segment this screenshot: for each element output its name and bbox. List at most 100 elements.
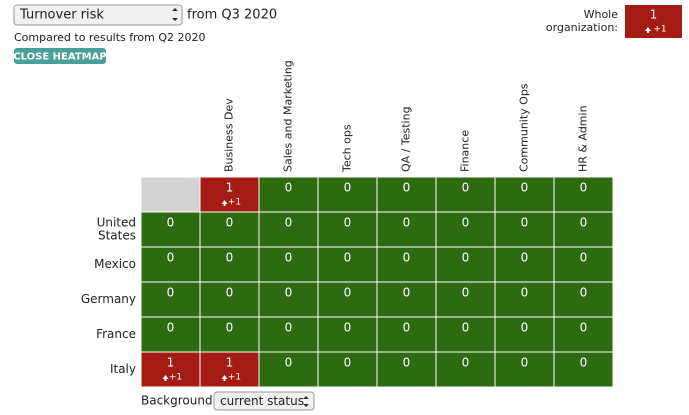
cell-value: 0 <box>226 286 234 300</box>
heatmap-cell <box>199 246 260 283</box>
heatmap-cell <box>258 211 319 248</box>
cell-value: 0 <box>403 251 411 265</box>
heatmap-cell <box>376 211 437 248</box>
metric-select[interactable] <box>13 4 183 26</box>
heatmap-cell <box>140 176 201 213</box>
cell-value: 0 <box>285 321 293 335</box>
close-heatmap-label: CLOSE HEATMAP <box>13 52 106 63</box>
cell-value: 0 <box>226 321 234 335</box>
cell-value: 0 <box>462 356 470 370</box>
heatmap-cell <box>435 176 496 213</box>
up-arrow <box>162 375 169 381</box>
cell-value: 0 <box>580 321 588 335</box>
heatmap-cell <box>435 351 496 388</box>
heatmap-cell <box>376 246 437 283</box>
heatmap-cell <box>553 211 614 248</box>
period: from Q3 2020 <box>187 8 277 23</box>
cell-value: 0 <box>462 321 470 335</box>
heatmap-cell <box>317 281 378 318</box>
select-arrows <box>303 396 309 407</box>
column-header: Tech ops <box>341 124 354 173</box>
heatmap-cell <box>494 351 555 388</box>
cell-value: 0 <box>521 216 529 230</box>
cell-value: 1 <box>226 181 234 195</box>
heatmap-cell <box>494 211 555 248</box>
compared: Compared to results from Q2 2020 <box>14 31 206 44</box>
cell-value: 0 <box>462 251 470 265</box>
cell-value: 0 <box>462 181 470 195</box>
up-arrow <box>221 375 228 381</box>
whole-value: 1 <box>650 8 658 22</box>
cell-value: 0 <box>521 286 529 300</box>
cell-value: 0 <box>580 356 588 370</box>
cell-value: 0 <box>344 251 352 265</box>
cell-value: 0 <box>580 251 588 265</box>
cell-value: 1 <box>167 356 175 370</box>
row-label: Mexico <box>94 257 136 271</box>
heatmap-cell <box>553 176 614 213</box>
row-label: States <box>98 229 136 243</box>
heatmap-cell <box>376 351 437 388</box>
cell-value: 0 <box>344 181 352 195</box>
cell-value: 0 <box>285 216 293 230</box>
cell-value: 0 <box>285 286 293 300</box>
cell-value: 0 <box>285 356 293 370</box>
heatmap-cell <box>435 281 496 318</box>
cell-value: 0 <box>344 321 352 335</box>
whole-box <box>625 5 682 38</box>
cell-value: 0 <box>226 251 234 265</box>
background-select[interactable] <box>213 391 315 411</box>
cell-value: 0 <box>344 286 352 300</box>
heatmap-cell <box>494 176 555 213</box>
up-arrow <box>221 200 228 206</box>
heatmap-cell <box>140 211 201 248</box>
cell-value: 0 <box>285 181 293 195</box>
close-heatmap-button[interactable] <box>14 48 106 64</box>
cell-change: +1 <box>228 373 241 383</box>
cell-value: 0 <box>285 251 293 265</box>
heatmap-cell <box>140 316 201 353</box>
cell-value: 0 <box>521 181 529 195</box>
cell-value: 0 <box>462 286 470 300</box>
heatmap-cell <box>258 246 319 283</box>
heatmap-cell <box>140 281 201 318</box>
heatmap-cell <box>317 316 378 353</box>
column-header: QA / Testing <box>400 106 413 172</box>
cell-change: +1 <box>169 373 182 383</box>
cell-value: 0 <box>521 356 529 370</box>
heatmap-cell <box>258 281 319 318</box>
cell-value: 0 <box>344 356 352 370</box>
column-header: HR & Admin <box>577 105 590 172</box>
background-select-text: current status <box>220 394 304 408</box>
cell-value: 0 <box>403 286 411 300</box>
column-header: Community Ops <box>518 83 531 172</box>
row-label: Germany <box>81 292 136 306</box>
cell-value: 0 <box>403 321 411 335</box>
cell-value: 0 <box>403 356 411 370</box>
column-header: Finance <box>459 130 472 172</box>
footer-label: Background is <box>141 394 226 408</box>
cell-value: 0 <box>521 321 529 335</box>
row-label: United <box>97 216 136 230</box>
column-header: Sales and Marketing <box>282 60 295 172</box>
heatmap-cell <box>435 246 496 283</box>
cell-value: 0 <box>580 286 588 300</box>
whole-label: organization: <box>546 21 618 34</box>
heatmap-cell <box>553 281 614 318</box>
cell-value: 0 <box>226 216 234 230</box>
heatmap-cell <box>199 351 260 388</box>
cell-value: 0 <box>403 181 411 195</box>
heatmap-cell <box>199 281 260 318</box>
cell-value: 1 <box>226 356 234 370</box>
heatmap-cell <box>199 316 260 353</box>
select-arrows <box>172 8 178 21</box>
metric-select-text: Turnover risk <box>19 8 104 23</box>
row-label: Italy <box>110 362 136 376</box>
heatmap-cell <box>140 246 201 283</box>
row-label: France <box>96 327 136 341</box>
cell-value: 0 <box>462 216 470 230</box>
cell-value: 0 <box>167 216 175 230</box>
cell-value: 0 <box>580 181 588 195</box>
up-arrow <box>645 27 651 33</box>
